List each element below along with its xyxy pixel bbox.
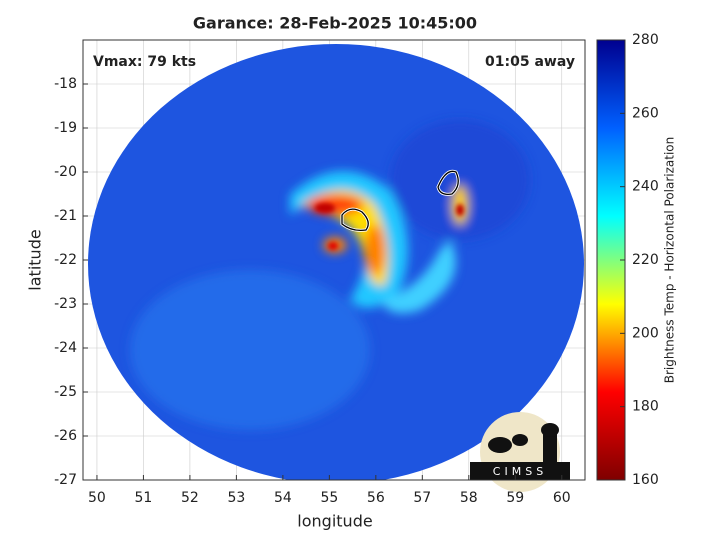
logo-text: CIMSS: [493, 465, 547, 478]
y-tick-label: -19: [54, 120, 77, 136]
colorbar-label: Brightness Temp - Horizontal Polarizatio…: [663, 137, 677, 384]
x-tick-label: 55: [320, 490, 338, 506]
colorbar-tick-label: 200: [632, 325, 659, 341]
imagery: [88, 44, 584, 480]
x-tick-label: 54: [274, 490, 292, 506]
colorbar-tick-label: 160: [632, 472, 659, 488]
annotation: 01:05 away: [485, 54, 575, 70]
x-tick-label: 56: [367, 490, 385, 506]
x-axis-label: longitude: [297, 512, 372, 531]
colorbar-tick-label: 240: [632, 179, 659, 195]
x-tick-label: 51: [135, 490, 153, 506]
y-tick-label: -27: [54, 472, 77, 488]
x-tick-label: 58: [460, 490, 478, 506]
y-tick-label: -21: [54, 208, 77, 224]
y-tick-label: -20: [54, 164, 77, 180]
y-tick-label: -23: [54, 296, 77, 312]
logo: CIMSS: [470, 412, 570, 492]
x-tick-label: 60: [553, 490, 571, 506]
colorbar-tick-label: 280: [632, 32, 659, 48]
colorbar-tick-label: 260: [632, 105, 659, 121]
colorbar-tick-label: 220: [632, 252, 659, 268]
y-tick-label: -26: [54, 428, 77, 444]
x-tick-label: 50: [88, 490, 106, 506]
y-axis-label: latitude: [26, 229, 45, 290]
y-tick-label: -25: [54, 384, 77, 400]
x-tick-label: 59: [506, 490, 524, 506]
colorbar-tick-label: 180: [632, 399, 659, 415]
y-tick-label: -24: [54, 340, 77, 356]
y-tick-label: -22: [54, 252, 77, 268]
x-tick-label: 53: [227, 490, 245, 506]
annotation: Vmax: 79 kts: [93, 54, 196, 70]
y-tick-label: -18: [54, 76, 77, 92]
x-tick-label: 57: [413, 490, 431, 506]
chart-title: Garance: 28-Feb-2025 10:45:00: [193, 14, 477, 33]
x-tick-label: 52: [181, 490, 199, 506]
